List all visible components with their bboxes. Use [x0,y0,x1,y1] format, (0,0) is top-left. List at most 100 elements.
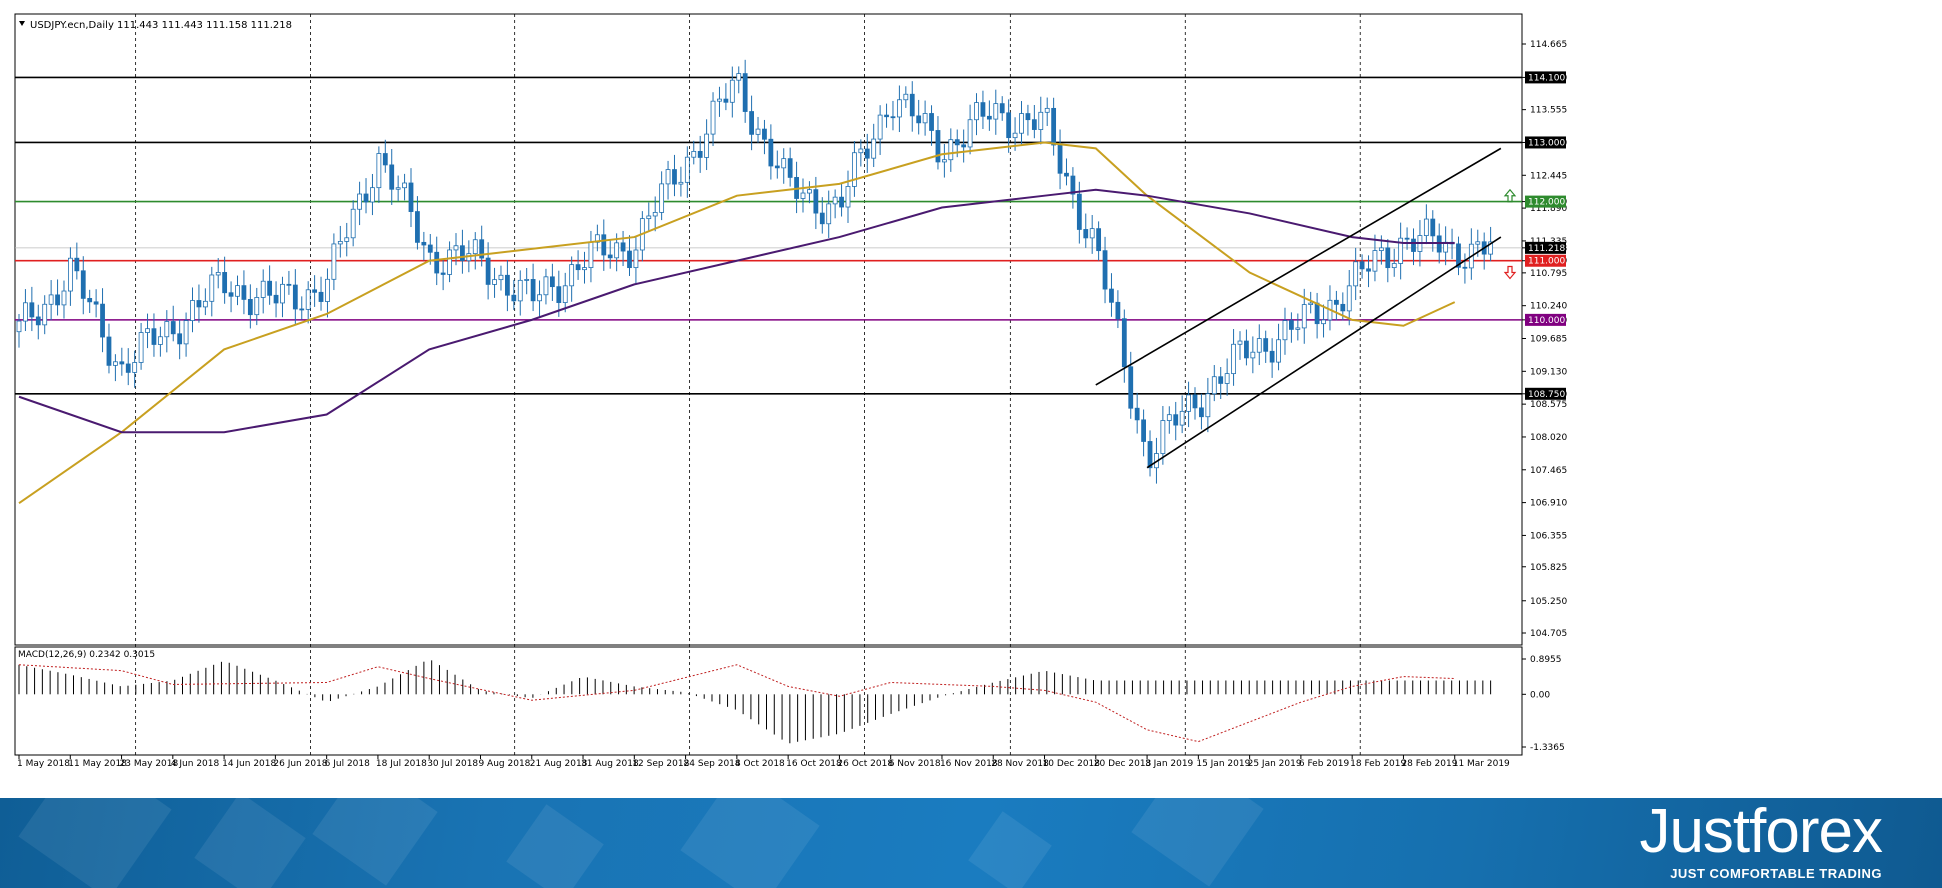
candle-bear [909,93,915,117]
candle-bear [504,274,510,296]
banner-shape [18,798,172,888]
date-tick-label: 25 Jan 2019 [1248,759,1302,769]
indicator-label: MACD(12,26,9) 0.2342 0.3015 [18,650,155,660]
candle-bull [614,242,620,259]
candle-bull [704,133,710,158]
candle-bear [29,302,35,318]
date-tick-label: 14 Jun 2018 [222,759,276,769]
candle-bear [93,301,99,305]
candle-bear [1269,350,1275,363]
candle-bull [132,362,138,373]
candle-bear [80,270,86,299]
date-tick-label: 10 Dec 2018 [1043,759,1101,769]
banner-shape [968,811,1052,888]
candle-bull [588,241,594,268]
candle-bull [858,148,864,154]
candle-bull [543,276,549,296]
candle-bull [215,272,221,276]
candle-bear [1314,302,1320,325]
candlestick-chart[interactable]: USDJPY.ecn,Daily 111.443 111.443 111.158… [0,0,1942,798]
candle-bull [1398,237,1404,264]
candle-bull [659,183,665,213]
candle-bear [1076,193,1082,230]
up-arrow-icon [1503,188,1517,203]
candle-bull [337,241,343,245]
candle-bear [1244,340,1249,359]
date-tick-label: 26 Jun 2018 [273,759,327,769]
candle-bull [845,186,851,208]
date-tick-label: 28 Feb 2019 [1401,759,1457,769]
candle-bear [228,292,234,297]
candle-bull [42,303,48,326]
date-tick-label: 11 May 2018 [68,759,127,769]
candle-bear [485,257,491,285]
moving-average-slow [18,188,1455,434]
candle-bull [646,215,652,220]
candle-bull [1038,111,1044,130]
candle-bull [68,257,73,292]
candle-bear [177,333,183,345]
candle-bear [106,336,112,366]
candle-bull [190,300,195,322]
candle-bear [100,303,105,338]
current-price-box [1525,241,1566,254]
candle-bull [678,181,684,185]
candle-bull [710,100,716,135]
candle-bull [157,336,163,345]
candle-bull [472,239,478,255]
date-tick-label: 30 Jul 2018 [427,759,478,769]
candle-bear [1359,261,1365,270]
brand-banner: Justforex JUST COMFORTABLE TRADING [0,798,1942,888]
candle-bull [280,283,285,304]
channel-line [1146,236,1502,469]
banner-shape [194,798,306,888]
candle-bull [562,285,568,303]
candle-bull [537,294,542,302]
chart-area: USDJPY.ecn,Daily 111.443 111.443 111.158… [0,0,1942,798]
candle-bear [440,272,446,275]
price-tick-label: 105.825 [1530,563,1567,573]
candle-bull [1276,339,1281,363]
candle-bull [453,245,459,251]
candle-bear [1083,229,1089,239]
candle-bull [331,243,337,280]
candle-bull [922,113,928,124]
candle-bull [1250,351,1256,359]
candle-bear [697,150,703,158]
price-tick-label: 111.890 [1530,204,1567,214]
candle-bull [807,189,812,194]
price-tick-label: 110.795 [1530,269,1567,279]
candle-bull [852,152,857,187]
candle-bull [145,328,150,333]
level-label-box [1525,71,1566,84]
candle-bear [1070,175,1076,195]
banner-shape [506,804,604,888]
price-tick-label: 108.020 [1530,433,1567,443]
level-label-box [1525,313,1566,326]
price-tick-label: 104.705 [1530,629,1567,639]
level-label: 110.000 [1528,316,1565,326]
price-tick-label: 107.465 [1530,466,1567,476]
candle-bear [620,242,626,252]
date-tick-label: 18 Jul 2018 [376,759,427,769]
candle-bull [260,280,266,298]
candle-bull [1423,218,1429,236]
candle-bear [1025,113,1031,121]
candle-bear [1051,107,1057,146]
candle-bear [961,144,967,148]
candle-bear [1096,228,1102,252]
candle-bull [729,79,735,103]
candle-bear [723,98,729,103]
banner-shape [680,798,820,888]
candle-bull [1166,414,1172,421]
candle-bull [1308,302,1314,305]
candle-bull [1160,420,1166,454]
candle-bear [980,102,986,117]
date-tick-label: 20 Dec 2018 [1094,759,1152,769]
brand-logo[interactable]: Justforex JUST COMFORTABLE TRADING [1639,800,1883,882]
candle-bull [61,290,67,306]
price-tick-label: 106.355 [1530,531,1567,541]
candle-bear [627,250,632,269]
candle-bull [974,102,979,121]
candle-bull [344,237,350,242]
